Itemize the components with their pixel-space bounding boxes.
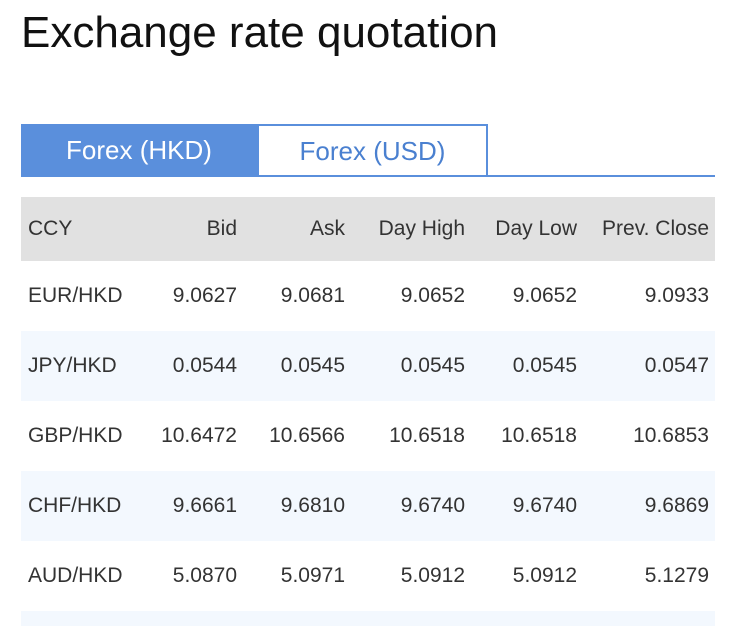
rate-cell: 9.0681 <box>280 284 345 307</box>
tab[interactable]: Forex (USD) <box>257 124 488 176</box>
rate-cell: 9.0627 <box>172 284 237 307</box>
rate-cell: 0.0545 <box>512 354 577 377</box>
currency-pair: AUD/HKD <box>28 564 123 587</box>
rate-cell: Day Low <box>495 217 577 240</box>
rate-cell: 10.6566 <box>269 424 345 447</box>
currency-pair: CHF/HKD <box>28 494 122 517</box>
rate-cell: 9.0652 <box>400 284 465 307</box>
rate-cell: 5.0870 <box>172 564 237 587</box>
rate-cell: 10.6472 <box>161 424 237 447</box>
rate-cell: 5.0912 <box>512 564 577 587</box>
rate-cell: Day High <box>378 217 465 240</box>
rate-cell: 5.1279 <box>644 564 709 587</box>
rate-cell: 0.0545 <box>400 354 465 377</box>
tab-underline <box>21 175 715 177</box>
rate-cell: 0.0544 <box>172 354 237 377</box>
rate-cell: 10.6518 <box>501 424 577 447</box>
rate-cell: 9.6740 <box>400 494 465 517</box>
rate-cell: 9.6740 <box>512 494 577 517</box>
table-row: JPY/HKD 0.0544 0.0545 0.0545 0.0545 0.0547 <box>21 331 715 401</box>
rate-cell: 5.0971 <box>280 564 345 587</box>
table-row: EUR/HKD 9.0627 9.0681 9.0652 9.0652 9.0933 <box>21 261 715 331</box>
table-row: CHF/HKD 9.6661 9.6810 9.6740 9.6740 9.6869 <box>21 471 715 541</box>
currency-pair: JPY/HKD <box>28 354 117 377</box>
rate-cell: 0.0545 <box>280 354 345 377</box>
table-row-partial <box>21 611 715 626</box>
table-header: CCY Bid Ask Day High Day Low Prev. Close <box>21 197 715 261</box>
rate-cell: 9.6810 <box>280 494 345 517</box>
table-row: AUD/HKD 5.0870 5.0971 5.0912 5.0912 5.1279 <box>21 541 715 611</box>
rate-cell: 10.6518 <box>389 424 465 447</box>
rate-table: CCY Bid Ask Day High Day Low Prev. Close EUR/H… <box>21 197 715 611</box>
tab-active[interactable]: Forex (HKD) <box>21 124 257 176</box>
rate-cell: Ask <box>309 217 345 240</box>
rate-cell: 9.0652 <box>512 284 577 307</box>
rate-cell: 10.6853 <box>633 424 709 447</box>
currency-pair: GBP/HKD <box>28 424 123 447</box>
rate-cell: Prev. Close <box>602 217 709 240</box>
table-row: GBP/HKD 10.6472 10.6566 10.6518 10.6518 10.68… <box>21 401 715 471</box>
rate-cell: 9.0933 <box>644 284 709 307</box>
currency-pair: EUR/HKD <box>28 284 123 307</box>
rate-cell: 5.0912 <box>400 564 465 587</box>
rate-cell: 0.0547 <box>644 354 709 377</box>
currency-pair: CCY <box>28 217 73 240</box>
rate-cell: 9.6869 <box>644 494 709 517</box>
page-title: Exchange rate quotation <box>21 8 499 57</box>
rate-cell: Bid <box>206 217 237 240</box>
rate-cell: 9.6661 <box>172 494 237 517</box>
